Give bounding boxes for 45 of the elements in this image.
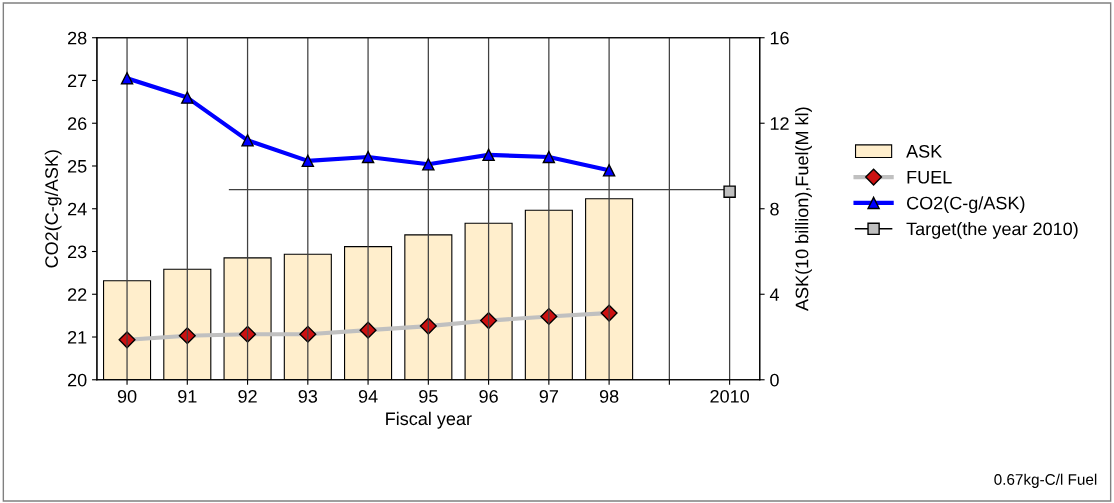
x-tick-label: 92	[238, 389, 257, 403]
y-tick-label: 26	[68, 117, 87, 130]
y-tick-label: 22	[68, 288, 87, 301]
point	[120, 72, 134, 85]
legend-label: ASK	[906, 144, 943, 158]
point	[361, 150, 375, 164]
point	[241, 134, 254, 147]
y2-tick-label: 8	[770, 202, 779, 216]
y-tick-label: 21	[68, 330, 87, 344]
x-tick-label: 97	[539, 389, 558, 403]
y2-tick-label: 12	[770, 117, 789, 130]
legend-label: CO2(C-g/ASK)	[907, 196, 1025, 213]
y-tick-label: 24	[68, 202, 87, 216]
y-tick-label: 27	[68, 74, 87, 88]
x-tick-label: 95	[419, 389, 438, 403]
y-tick-label: 25	[68, 159, 87, 173]
legend-label: Target(the year 2010)	[906, 222, 1078, 239]
y-axis-title: CO2(C-g/ASK)	[44, 150, 62, 268]
x-axis-title: Fiscal year	[386, 411, 472, 429]
y-tick-label: 28	[68, 31, 87, 45]
y2-tick-label: 16	[770, 31, 789, 45]
x-tick-label: 91	[178, 389, 197, 403]
x-tick-label: 2010	[710, 389, 749, 403]
text: 0.67kg-C/l Fuel	[994, 473, 1097, 488]
x-tick-label: 93	[298, 389, 318, 403]
x-tick-label: 94	[358, 389, 378, 403]
point	[723, 185, 736, 198]
y2-tick-label: 4	[769, 288, 779, 301]
point	[301, 154, 315, 168]
point	[422, 158, 435, 171]
x-tick-label: 98	[599, 389, 619, 403]
x-tick-label: 90	[117, 389, 137, 403]
point	[542, 150, 556, 164]
y2-axis-title: ASK(10 billion),Fuel(M kl)	[795, 107, 812, 312]
point	[602, 164, 616, 177]
point	[540, 307, 558, 326]
point	[419, 317, 437, 335]
y2-tick-label: 0	[770, 373, 779, 387]
x-tick-label: 96	[479, 389, 498, 403]
y-tick-label: 23	[68, 245, 87, 259]
point	[482, 148, 495, 162]
legend-label: FUEL	[907, 170, 952, 184]
point	[181, 91, 194, 104]
y-tick-label: 20	[68, 373, 87, 387]
point	[239, 325, 257, 343]
